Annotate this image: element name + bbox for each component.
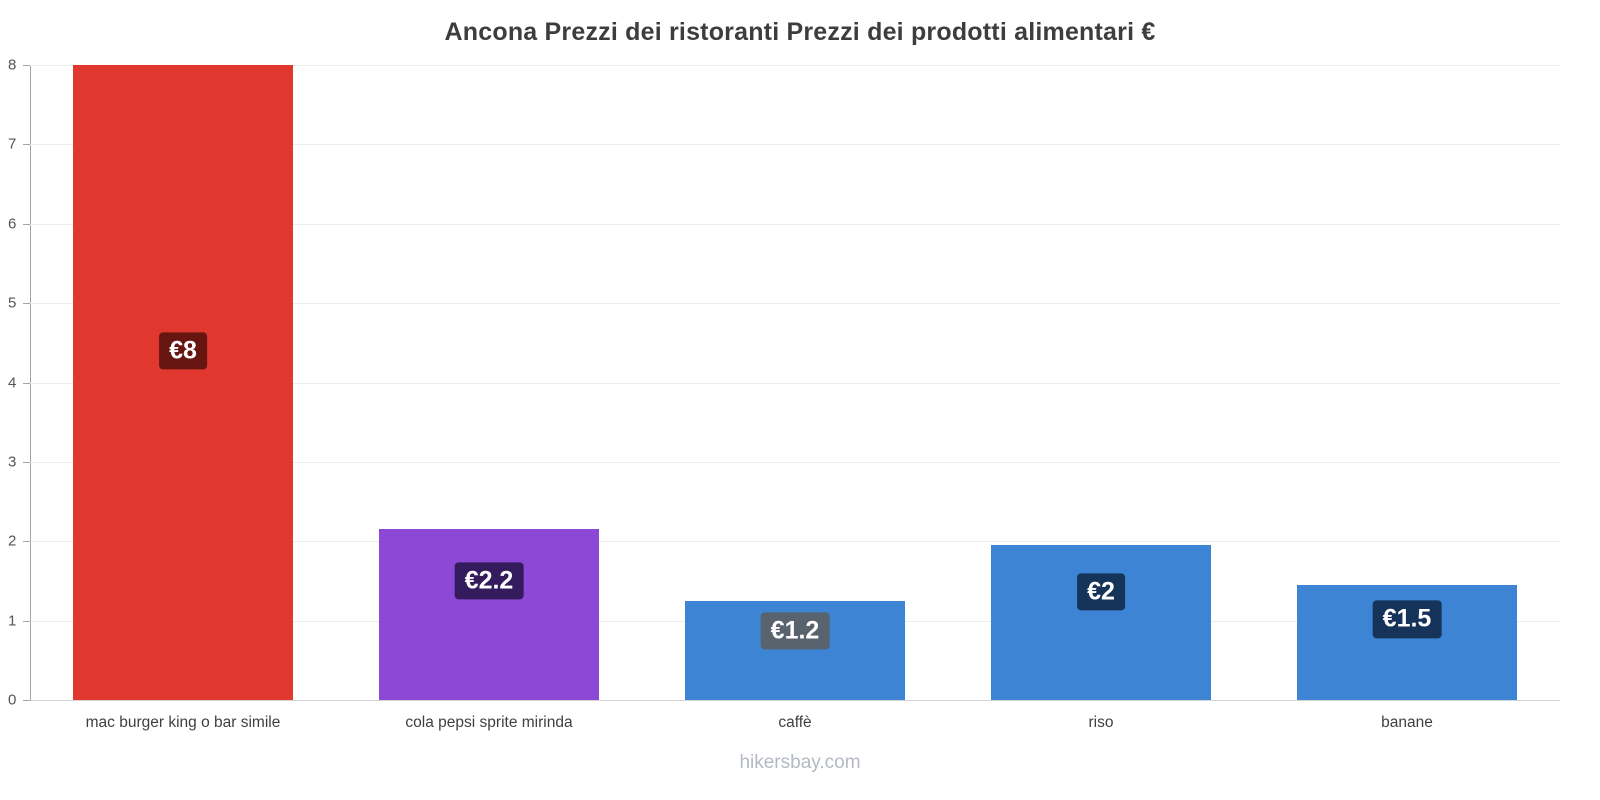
gridline	[30, 700, 1560, 701]
x-axis-category-label: riso	[1088, 714, 1114, 731]
y-axis-label: 5	[8, 294, 17, 312]
y-axis-tick	[23, 65, 30, 66]
y-axis-label: 7	[8, 135, 17, 153]
y-axis-label: 1	[8, 612, 17, 630]
bar-value-label: €2	[1077, 573, 1125, 611]
footer-watermark: hikersbay.com	[739, 752, 861, 773]
bar-value-label: €2.2	[454, 561, 524, 600]
y-axis-label: 6	[8, 215, 17, 233]
x-axis-category-label: mac burger king o bar simile	[85, 714, 281, 731]
bar-value-label: €1.5	[1372, 600, 1442, 639]
chart-title: Ancona Prezzi dei ristoranti Prezzi dei …	[444, 18, 1156, 46]
x-axis-category-label: caffè	[778, 714, 812, 731]
y-axis-tick	[23, 303, 30, 305]
gridline	[30, 303, 1560, 305]
y-axis-tick	[23, 144, 30, 146]
y-axis-tick	[23, 700, 30, 701]
gridline	[30, 382, 1560, 384]
bar-value-label: €1.2	[760, 611, 830, 650]
bar	[991, 545, 1211, 700]
bar-value-label: €8	[159, 332, 207, 370]
x-axis-category-label: banane	[1381, 714, 1433, 731]
y-axis-tick	[23, 223, 30, 225]
y-axis-tick	[23, 620, 30, 622]
plot-area: €8 €2.2 €1.2 €2 €1.5	[23, 65, 1560, 701]
y-axis-label: 8	[8, 56, 17, 74]
x-axis-category-label: cola pepsi sprite mirinda	[405, 714, 573, 731]
gridline	[30, 461, 1560, 463]
y-axis-tick	[23, 382, 30, 384]
gridline	[30, 541, 1560, 543]
y-axis-label: 2	[8, 532, 17, 550]
y-axis-label: 4	[8, 374, 17, 391]
y-axis-tick	[23, 541, 30, 543]
y-axis-label: 3	[8, 453, 17, 471]
gridline	[30, 65, 1560, 66]
y-axis-tick	[23, 461, 30, 463]
bar	[379, 529, 599, 700]
y-axis-label: 0	[8, 691, 17, 709]
bar	[73, 65, 293, 700]
gridline	[30, 223, 1560, 225]
gridline	[30, 144, 1560, 146]
